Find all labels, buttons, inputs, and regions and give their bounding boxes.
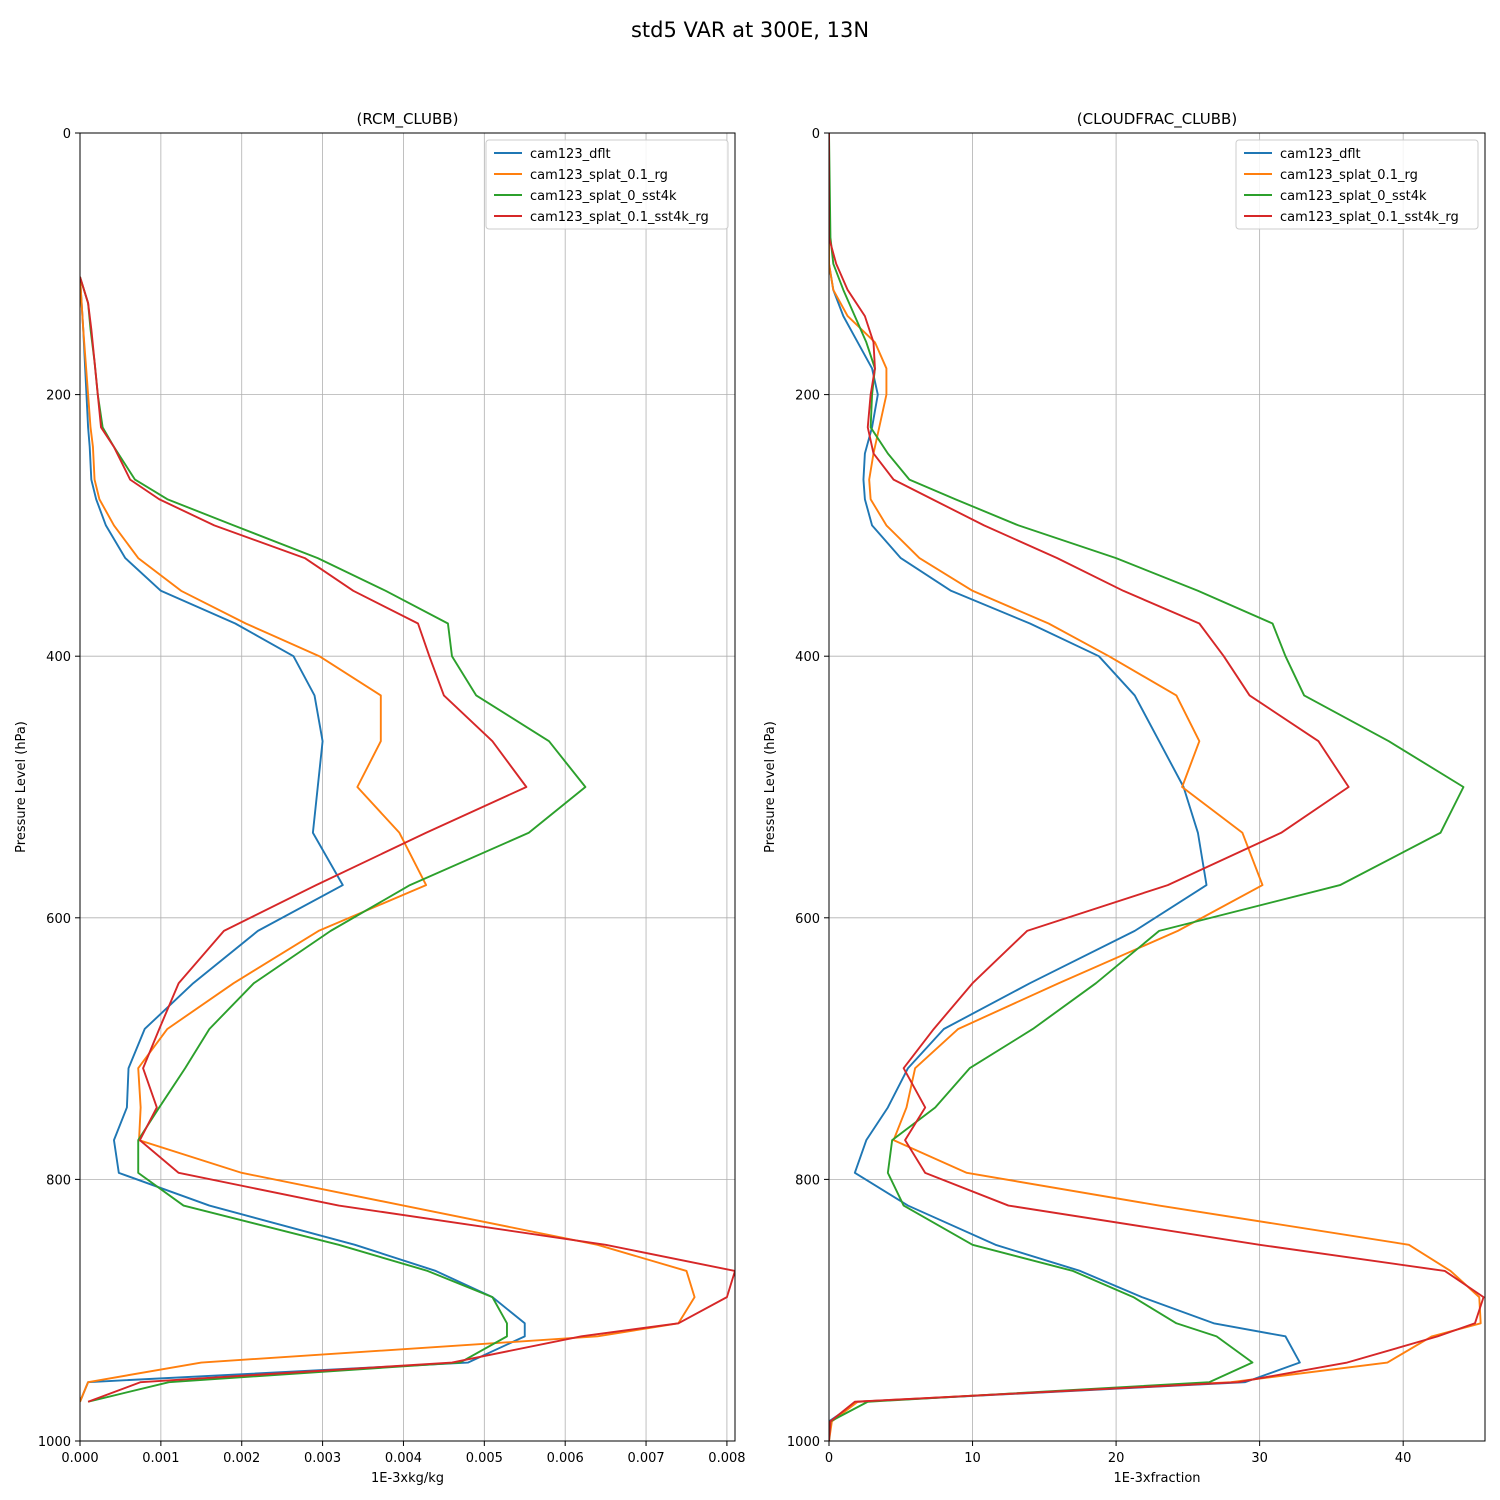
y-tick-label-4: 800 (46, 1173, 71, 1188)
x-tick-label-4: 0.004 (385, 1451, 422, 1466)
panel-title: (RCM_CLUBB) (357, 110, 459, 129)
y-axis-label: Pressure Level (hPa) (763, 721, 778, 853)
series-line-0 (80, 276, 526, 1403)
y-tick-label-2: 400 (795, 650, 820, 665)
x-tick-label-2: 20 (1108, 1451, 1125, 1466)
x-tick-label-5: 0.005 (466, 1451, 503, 1466)
y-axis-label: Pressure Level (hPa) (14, 721, 29, 853)
x-tick-label-3: 0.003 (304, 1451, 341, 1466)
legend-label-2: cam123_splat_0_sst4k (530, 189, 677, 204)
y-tick-label-4: 800 (795, 1173, 820, 1188)
series-lines (80, 276, 735, 1403)
axes-frame (79, 132, 736, 1442)
legend-label-3: cam123_splat_0.1_sst4k_rg (1280, 210, 1459, 225)
y-tick-label-1: 200 (46, 389, 71, 404)
x-tick-label-8: 0.008 (708, 1451, 745, 1466)
y-tick-label-0: 0 (812, 127, 820, 142)
series-line-3 (80, 276, 735, 1403)
legend-label-0: cam123_dflt (530, 147, 611, 162)
y-tick-label-5: 1000 (787, 1435, 820, 1450)
series-line-0 (829, 133, 1301, 1441)
x-tick-label-1: 0.001 (142, 1451, 179, 1466)
y-tick-label-5: 1000 (38, 1435, 71, 1450)
series-line-3 (829, 133, 1485, 1441)
panel-cloudfrac: 0 10 20 30 4002004006008001000(CLOUDFRAC_CLU… (763, 110, 1486, 1486)
x-tick-label-1: 10 (964, 1451, 981, 1466)
subplots: 0.000 0.001 0.002 0.003 0.004 0.005 0.006 0.007… (14, 110, 1486, 1486)
y-tick-label-3: 600 (795, 912, 820, 927)
series-lines (829, 133, 1485, 1441)
x-tick-label-2: 0.002 (223, 1451, 260, 1466)
legend: cam123_dflt cam123_splat_0.1_rg cam123_spl… (485, 139, 729, 230)
legend-label-3: cam123_splat_0.1_sst4k_rg (530, 210, 709, 225)
x-tick-label-7: 0.007 (627, 1451, 664, 1466)
legend-label-1: cam123_splat_0.1_rg (1280, 168, 1418, 183)
x-tick-label-3: 30 (1251, 1451, 1268, 1466)
legend: cam123_dflt cam123_splat_0.1_rg cam123_spl… (1235, 139, 1479, 230)
legend-label-2: cam123_splat_0_sst4k (1280, 189, 1427, 204)
x-axis-label: 1E-3xkg/kg (371, 1471, 444, 1486)
x-tick-label-0: 0.000 (61, 1451, 98, 1466)
x-axis-label: 1E-3xfraction (1113, 1471, 1200, 1486)
y-tick-label-1: 200 (795, 389, 820, 404)
y-tick-label-2: 400 (46, 650, 71, 665)
x-tick-label-4: 40 (1395, 1451, 1412, 1466)
series-line-1 (80, 276, 696, 1403)
axes-frame (828, 132, 1486, 1442)
x-tick-label-6: 0.006 (547, 1451, 584, 1466)
legend-box (485, 139, 729, 230)
panel-rcm: 0.000 0.001 0.002 0.003 0.004 0.005 0.006 0.007… (14, 110, 746, 1486)
x-tick-label-0: 0 (825, 1451, 833, 1466)
legend-label-0: cam123_dflt (1280, 147, 1361, 162)
y-tick-label-0: 0 (63, 127, 71, 142)
legend-box (1235, 139, 1479, 230)
legend-label-1: cam123_splat_0.1_rg (530, 168, 668, 183)
y-tick-label-3: 600 (46, 912, 71, 927)
panel-title: (CLOUDFRAC_CLUBB) (1077, 110, 1237, 129)
figure-suptitle: std5 VAR at 300E, 13N (631, 18, 869, 42)
